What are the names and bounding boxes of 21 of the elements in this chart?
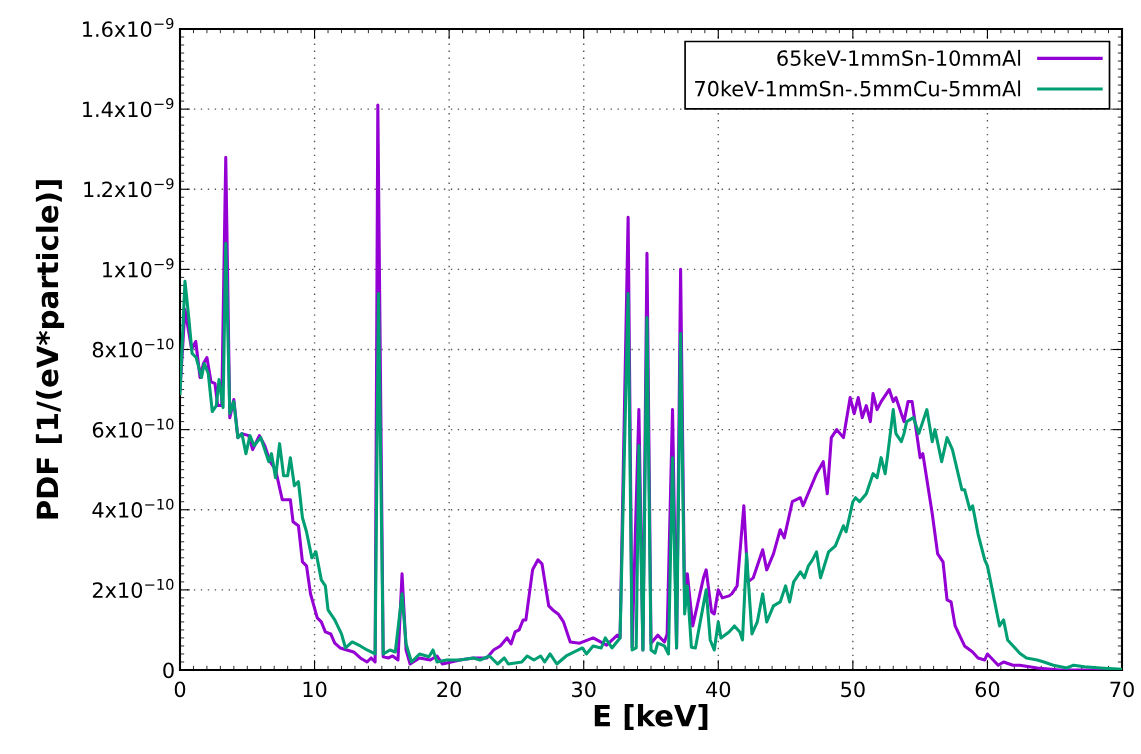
y-tick-label: 6x10$^{−10}$	[92, 418, 174, 438]
x-axis-title: E [keV]	[594, 704, 708, 731]
x-tick-label: 70	[1110, 681, 1134, 698]
x-tick-label: 60	[975, 681, 1000, 698]
x-tick-label: 40	[706, 681, 731, 698]
y-tick-label: 2x10$^{−10}$	[92, 578, 174, 598]
y-axis-title: PDF [1/(eV*particle)]	[35, 180, 65, 519]
x-tick-label: 20	[437, 681, 462, 698]
x-tick-label: 30	[572, 681, 596, 698]
x-tick-label: 50	[841, 681, 865, 698]
x-tick-label: 0	[174, 681, 186, 698]
y-tick-label: 1.6x10$^{−9}$	[83, 17, 174, 38]
y-tick-label: 8x10$^{−10}$	[92, 338, 174, 358]
legend-label: 70keV-1mmSn-.5mmCu-5mmAl	[695, 80, 1021, 97]
y-tick-label: 1x10$^{−9}$	[103, 258, 174, 278]
y-tick-label: 4x10$^{−10}$	[92, 498, 174, 518]
x-tick-label: 10	[303, 681, 327, 698]
y-tick-label: 1.2x10$^{−9}$	[84, 178, 174, 198]
y-tick-label: 0	[163, 662, 174, 679]
legend-label: 65keV-1mmSn-10mmAl	[777, 49, 1021, 66]
y-tick-label: 1.4x10$^{−9}$	[83, 98, 174, 118]
